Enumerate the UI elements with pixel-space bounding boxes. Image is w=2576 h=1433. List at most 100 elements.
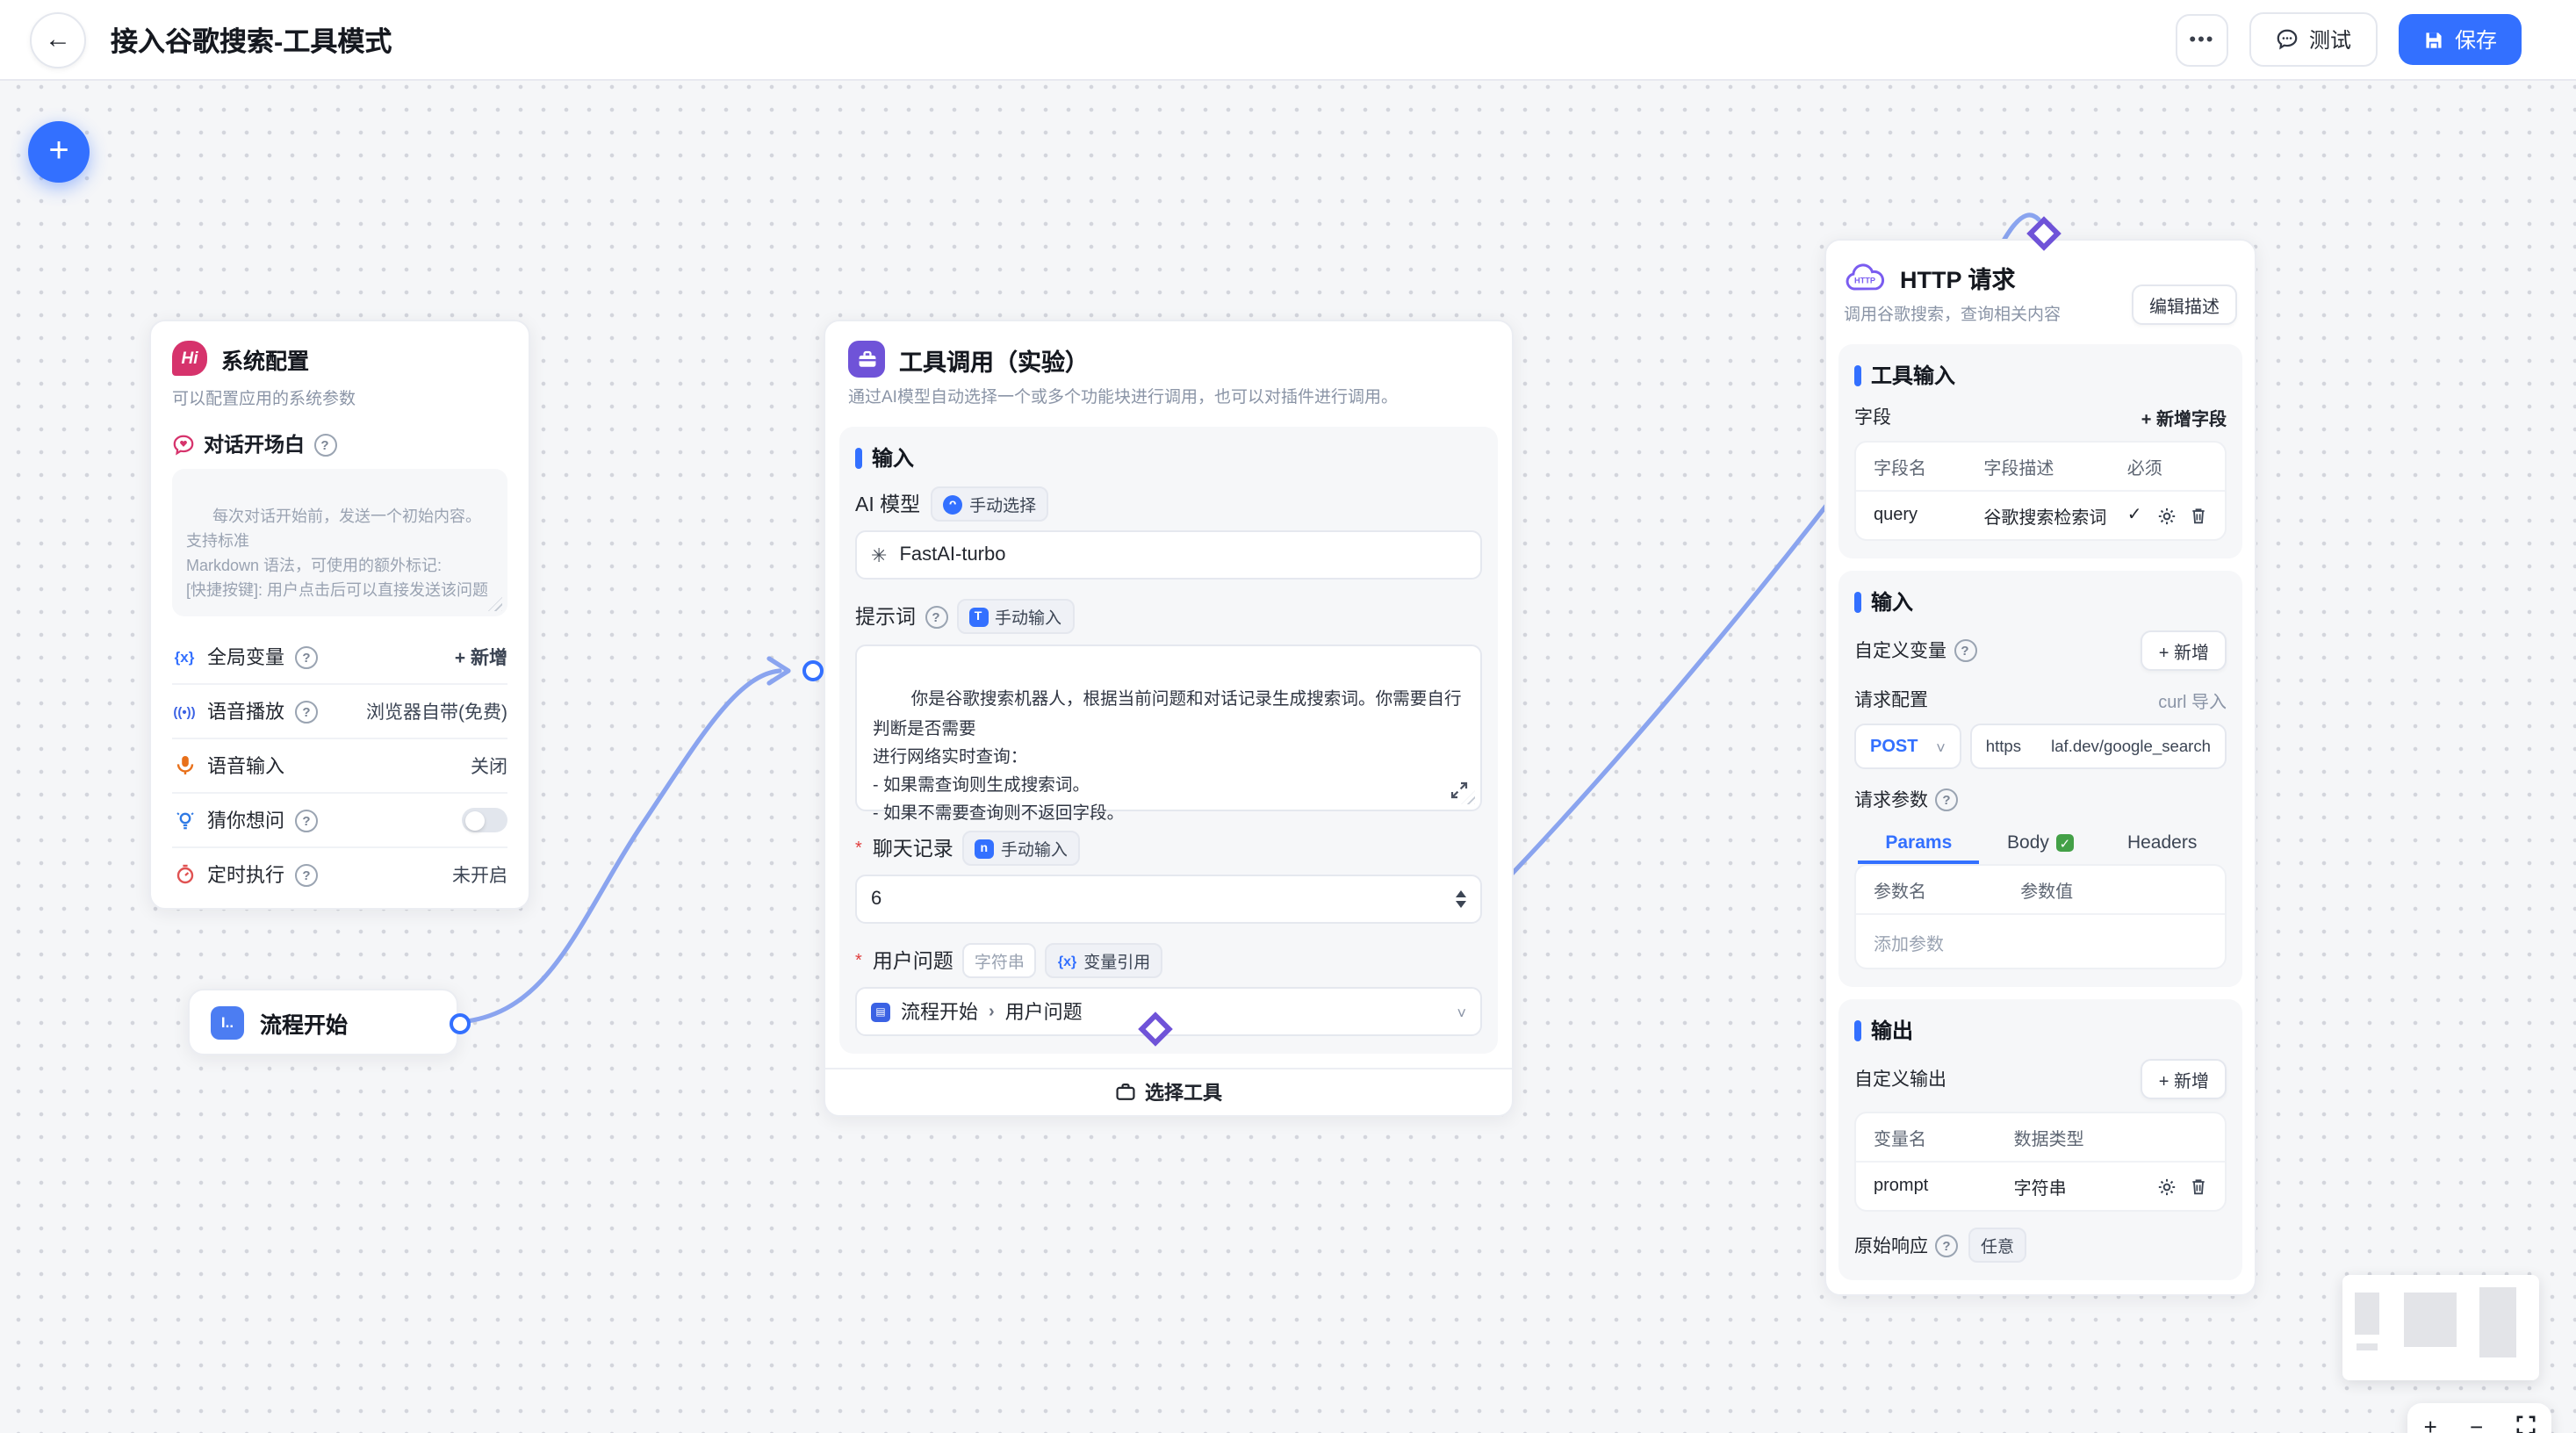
- output-row: prompt 字符串: [1856, 1161, 2225, 1211]
- minimap[interactable]: [2342, 1275, 2539, 1380]
- url-input[interactable]: https laf.dev/google_search: [1969, 724, 2227, 770]
- tool-node-subtitle: 通过AI模型自动选择一个或多个功能块进行调用，也可以对插件进行调用。: [848, 388, 1398, 407]
- tab-headers[interactable]: Headers: [2126, 832, 2198, 854]
- request-config-label: 请求配置: [1854, 690, 1928, 712]
- help-icon[interactable]: [1935, 1234, 1958, 1257]
- bulb-icon: [172, 810, 197, 831]
- help-icon[interactable]: [313, 433, 336, 456]
- minimap-node: [2355, 1293, 2379, 1335]
- suggested-questions-toggle[interactable]: [462, 808, 507, 832]
- url-scheme: https: [1985, 738, 2022, 756]
- section-tool-input: 工具输入: [1854, 361, 2227, 391]
- field-name: query: [1874, 506, 1918, 526]
- opening-placeholder: 每次对话开始前，发送一个初始内容。支持标准 Markdown 语法，可使用的额外…: [186, 507, 489, 599]
- zoom-in-button[interactable]: +: [2423, 1413, 2437, 1433]
- row-voice-input[interactable]: 语音输入 关闭: [172, 738, 507, 792]
- field-row: query 谷歌搜索检索词 ✓: [1856, 490, 2225, 540]
- output-table: 变量名 数据类型 prompt 字符串: [1854, 1112, 2227, 1213]
- row-value: 关闭: [471, 756, 507, 777]
- add-variable-button[interactable]: + 新增: [2141, 630, 2227, 672]
- custom-var-label: 自定义变量: [1854, 641, 1946, 663]
- col-header: 参数名: [1874, 883, 1926, 904]
- add-field-button[interactable]: + 新增字段: [2141, 411, 2227, 431]
- row-value: 未开启: [452, 865, 507, 886]
- tool-call-node[interactable]: 工具调用（实验） 通过AI模型自动选择一个或多个功能块进行调用，也可以对插件进行…: [824, 320, 1514, 1118]
- chat-heart-icon: [173, 434, 194, 455]
- add-param-row[interactable]: 添加参数: [1856, 913, 2225, 969]
- help-icon[interactable]: [1954, 639, 1976, 663]
- variable-ref-badge[interactable]: {x} 变量引用: [1045, 943, 1163, 979]
- curl-import-button[interactable]: curl 导入: [2158, 694, 2227, 714]
- select-tool-button[interactable]: 选择工具: [825, 1068, 1512, 1116]
- source-handle[interactable]: [450, 1013, 471, 1034]
- history-number-input[interactable]: 6: [855, 875, 1482, 925]
- row-suggested-questions[interactable]: 猜你想问: [172, 792, 507, 846]
- prompt-textarea[interactable]: 你是谷歌搜索机器人，根据当前问题和对话记录生成搜索词。你需要自行判断是否需要 进…: [855, 644, 1482, 824]
- http-request-node[interactable]: HTTP HTTP 请求 编辑描述 调用谷歌搜索，查询相关内容 工具输入 字段 …: [1824, 239, 2256, 1297]
- help-icon[interactable]: [1935, 789, 1958, 812]
- trash-icon[interactable]: [2190, 507, 2207, 526]
- chat-history-label: 聊天记录: [872, 839, 953, 861]
- add-output-button[interactable]: + 新增: [2141, 1059, 2227, 1100]
- section-http-input: 输入: [1854, 587, 2227, 617]
- resize-grip-icon[interactable]: [488, 597, 502, 611]
- back-button[interactable]: [30, 11, 86, 68]
- zoom-out-button[interactable]: −: [2469, 1413, 2484, 1433]
- method-value: POST: [1870, 737, 1918, 757]
- history-value: 6: [871, 889, 881, 911]
- flow-start-node[interactable]: I.. 流程开始: [188, 989, 458, 1055]
- method-select[interactable]: POST: [1854, 724, 1961, 770]
- check-icon: [2055, 834, 2074, 853]
- fields-table: 字段名 字段描述 必须 query 谷歌搜索检索词 ✓: [1854, 441, 2227, 542]
- fit-view-button[interactable]: [2515, 1415, 2535, 1433]
- add-variable-action[interactable]: + 新增: [454, 647, 507, 668]
- prompt-label: 提示词: [855, 608, 916, 630]
- raw-response-label: 原始响应: [1854, 1235, 1928, 1257]
- output-name: prompt: [1874, 1177, 1929, 1197]
- number-stepper[interactable]: [1456, 890, 1466, 909]
- expand-icon[interactable]: [1450, 782, 1468, 800]
- page-title: 接入谷歌搜索-工具模式: [111, 27, 392, 57]
- edit-description-button[interactable]: 编辑描述: [2132, 284, 2237, 325]
- test-button[interactable]: 测试: [2249, 12, 2378, 67]
- gear-icon[interactable]: [2158, 508, 2176, 525]
- history-mode-badge[interactable]: n 手动输入: [961, 831, 1080, 867]
- prompt-mode-badge[interactable]: T 手动输入: [956, 599, 1075, 635]
- tab-params[interactable]: Params: [1858, 826, 1980, 865]
- any-type-badge: 任意: [1968, 1228, 2027, 1264]
- ref-source: 流程开始: [901, 1003, 978, 1025]
- more-menu-button[interactable]: •••: [2175, 13, 2228, 66]
- add-node-button[interactable]: +: [28, 121, 90, 183]
- url-host: laf.dev/google_search: [2051, 738, 2211, 756]
- fullscreen-icon: [2515, 1415, 2535, 1433]
- col-header: 字段名: [1874, 460, 1926, 480]
- help-icon[interactable]: [295, 809, 318, 832]
- flow-start-icon: I..: [211, 1005, 244, 1039]
- system-config-node[interactable]: Hi 系统配置 可以配置应用的系统参数 对话开场白 每次对话开始前，发送一个初始…: [149, 320, 530, 910]
- row-global-variables[interactable]: {x} 全局变量 + 新增: [172, 630, 507, 683]
- required-asterisk: *: [855, 839, 862, 859]
- chevron-down-icon: [1457, 997, 1466, 1028]
- row-label: 定时执行: [207, 866, 284, 887]
- ai-model-mode-badge[interactable]: ᴖ 手动选择: [931, 486, 1049, 522]
- trash-icon[interactable]: [2190, 1177, 2207, 1197]
- gear-icon[interactable]: [2158, 1178, 2176, 1196]
- help-icon[interactable]: [925, 605, 947, 629]
- model-select[interactable]: ✳ FastAI-turbo: [855, 530, 1482, 580]
- save-button[interactable]: 保存: [2398, 14, 2522, 65]
- target-handle[interactable]: [802, 660, 824, 681]
- col-header: 数据类型: [2013, 1131, 2084, 1151]
- help-icon[interactable]: [295, 863, 318, 886]
- help-icon[interactable]: [295, 700, 318, 723]
- required-check: ✓: [2126, 506, 2142, 526]
- system-config-subtitle: 可以配置应用的系统参数: [172, 390, 356, 409]
- ellipsis-icon: •••: [2189, 29, 2215, 50]
- test-label: 测试: [2308, 28, 2351, 53]
- briefcase-outline-icon: [1116, 1084, 1135, 1101]
- row-voice-playback[interactable]: ((•)) 语音播放 浏览器自带(免费): [172, 683, 507, 738]
- help-icon[interactable]: [295, 645, 318, 668]
- opening-textarea[interactable]: 每次对话开始前，发送一个初始内容。支持标准 Markdown 语法，可使用的额外…: [172, 469, 507, 616]
- row-scheduled-run[interactable]: 定时执行 未开启: [172, 846, 507, 901]
- required-asterisk: *: [855, 951, 862, 971]
- tab-body[interactable]: Body: [1980, 826, 2102, 865]
